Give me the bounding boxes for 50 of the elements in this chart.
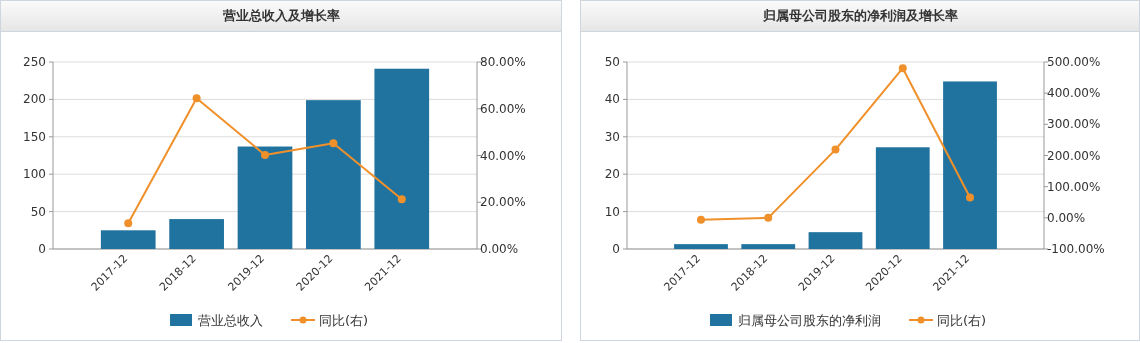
y-tick-label: 200 <box>23 92 46 107</box>
y-tick-label: 50 <box>604 55 620 69</box>
y2-tick-label: 100.00% <box>1047 179 1101 194</box>
y-tick-label: 0 <box>38 242 46 256</box>
point <box>764 213 773 222</box>
legend-label: 同比(右) <box>937 313 987 328</box>
y2-tick-label: 500.00% <box>1047 55 1101 69</box>
bar <box>741 244 796 249</box>
bar <box>374 68 430 249</box>
y-tick-label: 30 <box>604 129 620 144</box>
chart-title: 营业总收入及增长率 <box>1 1 561 32</box>
y-tick-label: 10 <box>604 204 620 219</box>
y-tick-label: 0 <box>612 242 620 256</box>
bar <box>808 232 863 249</box>
chart-title: 归属母公司股东的净利润及增长率 <box>581 1 1139 32</box>
y2-tick-label: 400.00% <box>1047 86 1101 101</box>
bar <box>169 219 224 249</box>
bar <box>875 147 930 249</box>
y2-tick-label: 0.00% <box>1047 210 1086 225</box>
point <box>696 215 705 224</box>
bar <box>237 146 293 249</box>
y2-tick-label: 300.00% <box>1047 117 1101 132</box>
legend-label: 归属母公司股东的净利润 <box>738 313 881 328</box>
legend-label: 营业总收入 <box>198 313 263 328</box>
y-tick-label: 150 <box>23 129 46 144</box>
bar <box>943 81 997 249</box>
y-tick-label: 100 <box>23 167 46 182</box>
y-tick-label: 20 <box>604 167 620 182</box>
y2-tick-label: -100.00% <box>1047 242 1105 256</box>
point <box>261 151 269 160</box>
point <box>124 219 133 228</box>
point <box>966 193 975 202</box>
point <box>192 94 201 103</box>
legend-label: 同比(右) <box>319 313 369 328</box>
point <box>397 195 406 204</box>
bar <box>306 100 361 249</box>
y2-tick-label: 40.00% <box>480 148 526 163</box>
y-tick-label: 50 <box>30 204 46 219</box>
y2-tick-label: 0.00% <box>480 242 519 256</box>
y2-tick-label: 200.00% <box>1047 148 1101 163</box>
y-tick-label: 250 <box>23 55 46 69</box>
y-tick-label: 40 <box>604 92 620 107</box>
y2-tick-label: 20.00% <box>480 195 526 210</box>
bar <box>674 244 728 249</box>
point <box>831 145 840 154</box>
y2-tick-label: 60.00% <box>480 101 526 116</box>
point <box>329 139 338 148</box>
point <box>898 64 907 73</box>
bar <box>100 230 156 249</box>
y2-tick-label: 80.00% <box>480 55 526 69</box>
